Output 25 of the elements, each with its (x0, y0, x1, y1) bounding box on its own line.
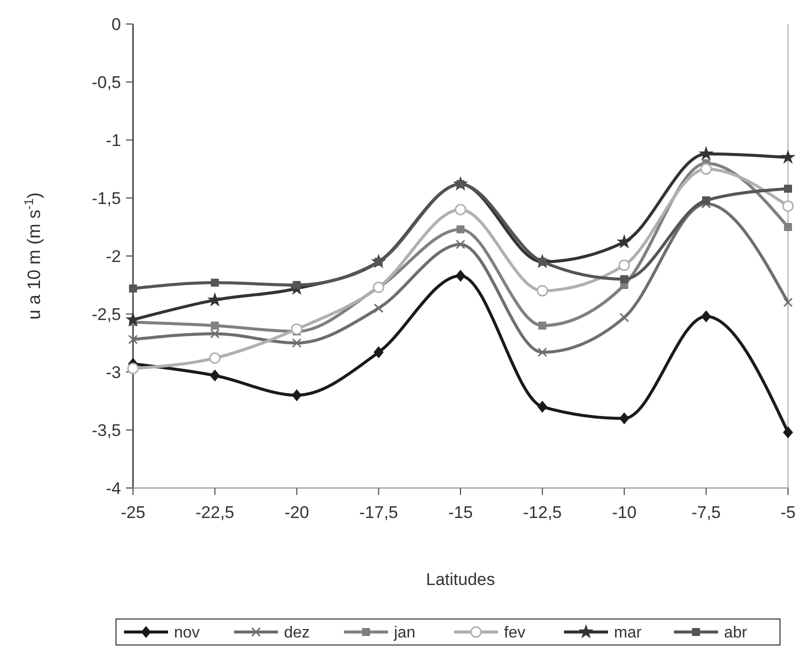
x-tick-label: -7,5 (691, 503, 721, 522)
x-tick-label: -20 (284, 503, 310, 522)
legend-label: nov (174, 624, 200, 642)
y-tick-label: -1,5 (92, 188, 121, 208)
y-tick-label: -2 (106, 246, 121, 266)
x-tick-label: -5 (780, 503, 796, 522)
legend-label: fev (504, 624, 526, 642)
y-tick-label: -4 (106, 478, 121, 498)
legend-label: jan (393, 624, 416, 642)
legend-label: mar (614, 624, 642, 642)
x-tick-label: -25 (120, 503, 146, 522)
x-tick-label: -12,5 (523, 503, 562, 522)
legend-label: dez (284, 624, 310, 642)
x-axis-title: Latitudes (426, 570, 495, 589)
legend-label: abr (724, 624, 748, 642)
x-tick-label: -15 (448, 503, 473, 522)
x-tick-label: -22,5 (196, 503, 234, 522)
x-tick-label: -10 (612, 503, 637, 522)
y-tick-label: -2,5 (92, 304, 121, 324)
y-tick-label: -0,5 (92, 72, 121, 92)
x-tick-label: -17,5 (359, 503, 398, 522)
y-tick-label: -3,5 (92, 420, 121, 440)
y-tick-label: -1 (106, 130, 121, 150)
y-tick-label: -3 (106, 362, 121, 382)
y-tick-label: 0 (112, 14, 121, 34)
